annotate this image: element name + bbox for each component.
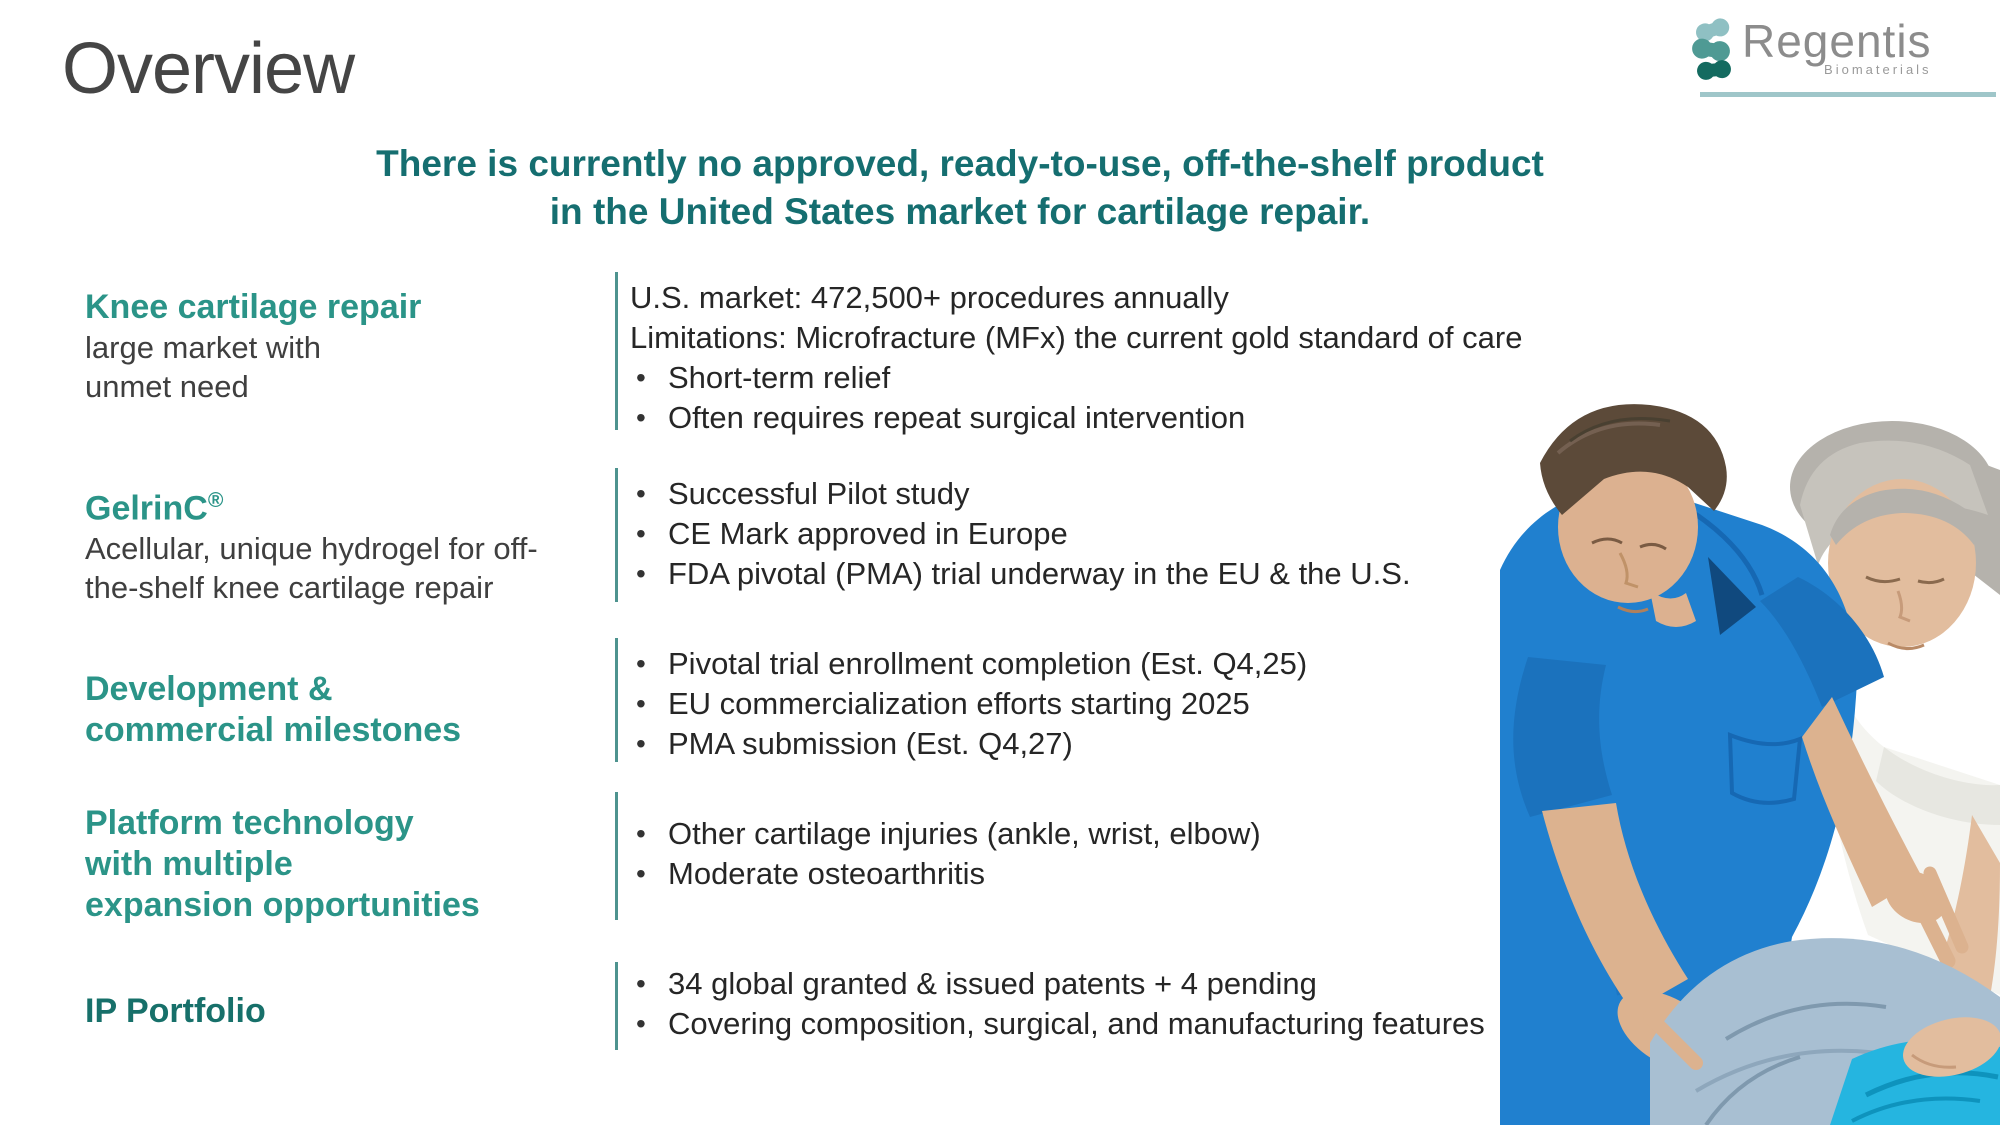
regentis-logo: Regentis Biomaterials (1690, 18, 2000, 104)
section-content-knee-cartilage-repair: U.S. market: 472,500+ procedures annuall… (630, 278, 1800, 438)
content-line: U.S. market: 472,500+ procedures annuall… (630, 280, 1229, 315)
section-label-platform-technology: Platform technology with multiple expans… (85, 803, 615, 926)
section-title-line: expansion opportunities (85, 886, 480, 924)
section-title-line: with multiple (85, 845, 293, 883)
section-title-line: commercial milestones (85, 711, 462, 749)
bullet-item: Moderate osteoarthritis (630, 854, 1800, 894)
section-title: GelrinC® (85, 489, 224, 528)
section-label-knee-cartilage-repair: Knee cartilage repair large market with … (85, 287, 615, 406)
section-title: IP Portfolio (85, 992, 266, 1030)
photo-illustration (1500, 404, 2000, 1127)
divider-line (615, 638, 618, 762)
section-content-platform-technology: Other cartilage injuries (ankle, wrist, … (630, 814, 1800, 894)
content-line: Limitations: Microfracture (MFx) the cur… (630, 320, 1523, 355)
bullet-item: Covering composition, surgical, and manu… (630, 1004, 1800, 1044)
section-subtitle-line: unmet need (85, 369, 249, 404)
bullet-item: FDA pivotal (PMA) trial underway in the … (630, 554, 1800, 594)
bullet-item: PMA submission (Est. Q4,27) (630, 724, 1800, 764)
bullet-item: Other cartilage injuries (ankle, wrist, … (630, 814, 1800, 854)
bullet-item: EU commercialization efforts starting 20… (630, 684, 1800, 724)
section-label-ip-portfolio: IP Portfolio (85, 991, 615, 1032)
section-content-gelrinc: Successful Pilot study CE Mark approved … (630, 474, 1800, 594)
registered-mark: ® (207, 489, 224, 512)
logo-underline-rule (1700, 92, 1996, 97)
section-content-ip-portfolio: 34 global granted & issued patents + 4 p… (630, 964, 1800, 1044)
bullet-item: Successful Pilot study (630, 474, 1800, 514)
section-subtitle-line: large market with (85, 330, 322, 365)
headline-line-1: There is currently no approved, ready-to… (376, 143, 1544, 184)
logo-molecule-icon (1690, 18, 1742, 85)
bullet-item: CE Mark approved in Europe (630, 514, 1800, 554)
bullet-item: Pivotal trial enrollment completion (Est… (630, 644, 1800, 684)
section-label-gelrinc: GelrinC® Acellular, unique hydrogel for … (85, 480, 615, 607)
section-subtitle-line: the-shelf knee cartilage repair (85, 570, 494, 606)
logo-wordmark: Regentis (1742, 15, 1932, 67)
divider-line (615, 272, 618, 430)
section-label-development-milestones: Development & commercial milestones (85, 669, 615, 751)
section-title: Knee cartilage repair (85, 288, 422, 326)
section-subtitle-line: Acellular, unique hydrogel for off- (85, 531, 538, 567)
bullet-item: 34 global granted & issued patents + 4 p… (630, 964, 1800, 1004)
slide-headline: There is currently no approved, ready-to… (160, 140, 1760, 236)
bullet-item: Often requires repeat surgical intervent… (630, 398, 1800, 438)
section-title-line: Platform technology (85, 804, 414, 842)
knee-examination-photo (1500, 395, 2000, 1127)
section-title-line: Development & (85, 670, 333, 708)
divider-line (615, 962, 618, 1050)
divider-line (615, 468, 618, 602)
page-title: Overview (62, 29, 355, 109)
bullet-item: Short-term relief (630, 358, 1800, 398)
section-content-development-milestones: Pivotal trial enrollment completion (Est… (630, 644, 1800, 764)
headline-line-2: in the United States market for cartilag… (549, 191, 1371, 232)
divider-line (615, 792, 618, 920)
logo-subtitle: Biomaterials (1824, 62, 1932, 77)
